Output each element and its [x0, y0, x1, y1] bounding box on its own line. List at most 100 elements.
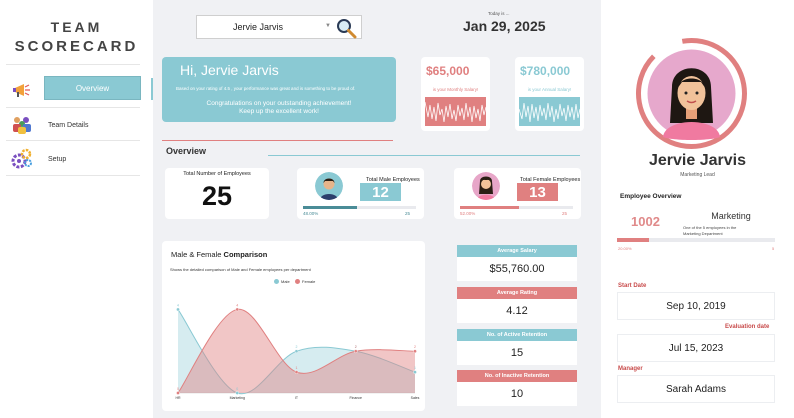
- stat-value-inactive-retention: 10: [457, 382, 577, 406]
- data-point-female[interactable]: [413, 349, 417, 354]
- chart-title-part: Male & Female: [171, 250, 224, 259]
- selection-indicator: [151, 78, 153, 100]
- female-employees-card: Total Female Employees 13 52.00% 25: [454, 168, 581, 219]
- data-point-female[interactable]: [235, 307, 240, 312]
- stat-value-average-salary: $55,760.00: [457, 257, 577, 281]
- congrats-line: Congratulations on your outstanding achi…: [206, 100, 352, 107]
- employee-department: Marketing: [711, 211, 751, 221]
- male-percent: 48.00%: [303, 211, 319, 216]
- department-percent: 20.00%: [618, 246, 632, 251]
- data-point-female[interactable]: [353, 349, 358, 354]
- sidebar-item-overview[interactable]: Overview: [10, 75, 145, 105]
- data-point-male[interactable]: [294, 349, 299, 354]
- data-label-male: 1: [414, 366, 416, 370]
- employee-overview-title: Employee Overview: [620, 193, 682, 200]
- male-count: 25: [405, 211, 411, 216]
- department-description: One of the 5 employees in the Marketing …: [683, 225, 737, 236]
- sidebar-item-setup[interactable]: Setup: [10, 144, 145, 174]
- stat-header-inactive-retention: No. of Inactive Retention: [457, 370, 577, 382]
- monthly-sparkline: [425, 97, 486, 126]
- divider: [162, 140, 393, 141]
- profile-role: Marketing Lead: [680, 172, 715, 178]
- sidebar-item-label: Setup: [48, 155, 67, 163]
- series-area-female: [178, 309, 415, 393]
- search-value: Jervie Jarvis: [233, 22, 284, 32]
- divider: [268, 155, 580, 156]
- annual-salary-caption: is your Annual Salary!: [527, 87, 572, 92]
- main-panel: Jervie Jarvis ▼ Today is ... Jan 29, 202…: [153, 0, 600, 418]
- female-employees-value: 13: [517, 183, 558, 201]
- annual-salary-card: $780,000 is your Annual Salary!: [515, 57, 584, 131]
- data-label-female: 0: [177, 387, 179, 391]
- start-date-value: Sep 10, 2019: [617, 292, 775, 320]
- x-tick-label: IT: [295, 396, 299, 400]
- congrats-line: Keep up the excellent work!: [239, 108, 319, 115]
- legend-female: Female: [295, 279, 315, 284]
- department-count: 5: [772, 246, 775, 251]
- search-icon[interactable]: [335, 17, 357, 39]
- team-icon: [10, 113, 34, 137]
- chart-title-bold: Comparison: [223, 250, 268, 259]
- monthly-salary-caption: is your Monthly Salary!: [432, 87, 479, 92]
- data-label-female: 2: [414, 345, 416, 349]
- data-label-female: 4: [236, 303, 238, 307]
- chevron-down-icon[interactable]: ▼: [325, 23, 331, 29]
- male-progress-track: [303, 206, 416, 209]
- stat-header-average-salary: Average Salary: [457, 245, 577, 257]
- sidebar-item-label: Overview: [44, 76, 141, 100]
- monthly-salary-amount: $65,000: [426, 64, 470, 78]
- brand-logo: TEAM SCORECARD: [0, 18, 153, 56]
- gears-icon: [10, 147, 34, 171]
- greeting-title: Hi, Jervie Jarvis: [180, 62, 279, 78]
- series-line-female: [177, 308, 416, 394]
- profile-avatar: [636, 38, 747, 149]
- annual-sparkline: [519, 97, 580, 126]
- male-avatar: [315, 172, 343, 200]
- data-point-female[interactable]: [294, 370, 299, 374]
- evaluation-date-label: Evaluation date: [725, 324, 770, 330]
- divider: [6, 64, 140, 65]
- legend-male: Male: [274, 279, 290, 284]
- department-progress-fill: [617, 238, 649, 242]
- female-avatar: [472, 172, 500, 200]
- x-tick-label: Marketing: [230, 396, 245, 400]
- brand-line1: TEAM: [50, 19, 103, 35]
- profile-panel: Jervie Jarvis Marketing Lead Employee Ov…: [601, 0, 794, 418]
- monthly-salary-card: $65,000 is your Monthly Salary!: [421, 57, 490, 131]
- data-point-female[interactable]: [176, 391, 180, 395]
- today-date: Jan 29, 2025: [463, 18, 546, 34]
- male-employees-card: Total Male Employees 12 48.00% 25: [297, 168, 424, 219]
- male-progress-fill: [303, 206, 358, 209]
- legend-label: Male: [281, 279, 290, 284]
- data-label-male: 4: [177, 303, 179, 307]
- comparison-chart-card: Male & Female Comparison Shows the detai…: [162, 241, 425, 411]
- x-tick-label: HR: [175, 396, 181, 400]
- female-progress-track: [460, 206, 573, 209]
- chart-title: Male & Female Comparison: [171, 250, 267, 259]
- data-point-male[interactable]: [235, 391, 240, 395]
- x-tick-label: Finance: [350, 396, 363, 400]
- chart-subtitle: Shows the detailed comparison of Male an…: [170, 267, 311, 272]
- data-point-male[interactable]: [413, 370, 417, 374]
- total-employees-label: Total Number of Employees: [183, 171, 251, 177]
- female-count: 25: [562, 211, 568, 216]
- total-employees-card: Total Number of Employees 25: [165, 168, 269, 219]
- female-percent: 52.00%: [460, 211, 476, 216]
- data-label-female: 2: [355, 345, 357, 349]
- divider: [6, 107, 140, 108]
- sidebar: TEAM SCORECARD Overview Team Details Set…: [0, 0, 153, 418]
- sidebar-item-team-details[interactable]: Team Details: [10, 110, 145, 140]
- sidebar-item-label: Team Details: [48, 121, 89, 129]
- data-label-male: 2: [296, 345, 298, 349]
- male-employees-label: Total Male Employees: [366, 177, 420, 183]
- total-employees-value: 25: [201, 181, 233, 211]
- overview-title: Overview: [166, 146, 207, 156]
- employee-search-select[interactable]: Jervie Jarvis ▼: [196, 15, 362, 39]
- stat-value-average-rating: 4.12: [457, 299, 577, 323]
- greeting-message: Based on your rating of 4.5 , your perfo…: [176, 86, 356, 91]
- greeting-banner: Hi, Jervie Jarvis Based on your rating o…: [162, 57, 396, 122]
- megaphone-icon: [10, 78, 34, 102]
- data-point-male[interactable]: [176, 307, 180, 312]
- manager-label: Manager: [618, 366, 643, 372]
